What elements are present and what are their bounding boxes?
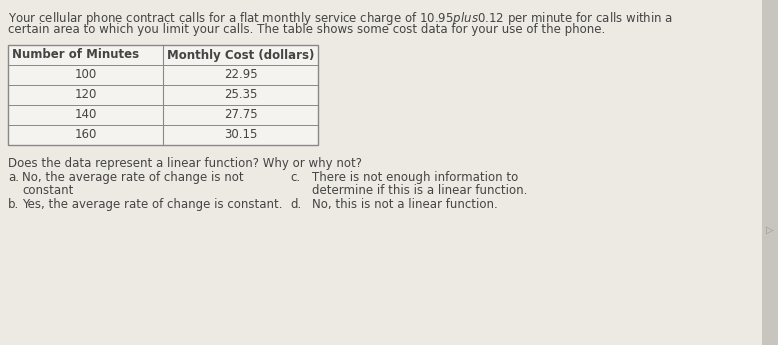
Text: 100: 100 bbox=[75, 69, 96, 81]
Text: Monthly Cost (dollars): Monthly Cost (dollars) bbox=[166, 49, 314, 61]
Text: There is not enough information to: There is not enough information to bbox=[312, 171, 518, 184]
Text: No, this is not a linear function.: No, this is not a linear function. bbox=[312, 198, 498, 211]
Text: d.: d. bbox=[290, 198, 301, 211]
Text: 22.95: 22.95 bbox=[224, 69, 258, 81]
Bar bbox=[8, 45, 318, 145]
Text: certain area to which you limit your calls. The table shows some cost data for y: certain area to which you limit your cal… bbox=[8, 23, 605, 36]
Text: a.: a. bbox=[8, 171, 19, 184]
Text: b.: b. bbox=[8, 198, 19, 211]
Text: 30.15: 30.15 bbox=[224, 128, 258, 141]
Bar bbox=[762, 0, 778, 345]
Text: c.: c. bbox=[290, 171, 300, 184]
Text: determine if this is a linear function.: determine if this is a linear function. bbox=[312, 184, 527, 197]
Bar bbox=[8, 45, 318, 145]
Text: Your cellular phone contract calls for a flat monthly service charge of $10.95 p: Your cellular phone contract calls for a… bbox=[8, 10, 673, 27]
Text: 25.35: 25.35 bbox=[224, 89, 258, 101]
Text: Does the data represent a linear function? Why or why not?: Does the data represent a linear functio… bbox=[8, 157, 362, 170]
Text: No, the average rate of change is not: No, the average rate of change is not bbox=[22, 171, 244, 184]
Text: Yes, the average rate of change is constant.: Yes, the average rate of change is const… bbox=[22, 198, 282, 211]
Text: 140: 140 bbox=[75, 108, 96, 121]
Text: 27.75: 27.75 bbox=[224, 108, 258, 121]
Text: Number of Minutes: Number of Minutes bbox=[12, 49, 139, 61]
Text: constant: constant bbox=[22, 184, 73, 197]
Text: 120: 120 bbox=[75, 89, 96, 101]
Text: ▷: ▷ bbox=[766, 225, 774, 235]
Text: 160: 160 bbox=[75, 128, 96, 141]
